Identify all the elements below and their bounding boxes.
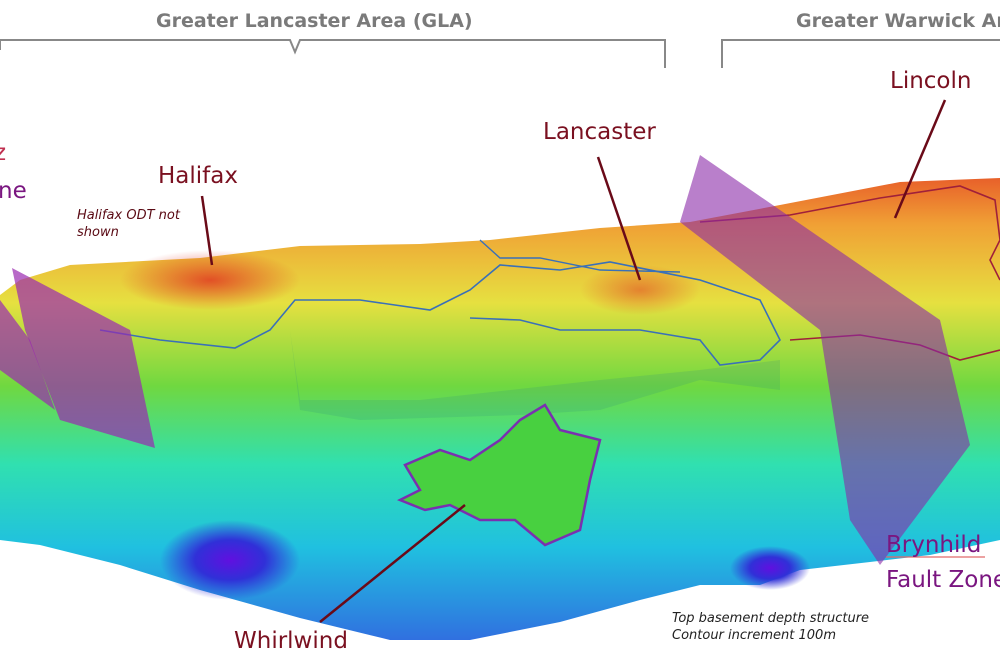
halifax-note-line2: shown (77, 225, 119, 240)
halifax-high (120, 250, 300, 310)
lancaster-label: Lancaster (543, 119, 656, 145)
fault-plane-brynhild (680, 155, 970, 565)
halifax-note: Halifax ODT not shown (77, 207, 180, 241)
deep-basin-east (730, 546, 810, 590)
fault-plane-west-2 (0, 300, 55, 410)
caption-line1: Top basement depth structure (672, 611, 870, 626)
halifax-note-line1: Halifax ODT not (77, 208, 180, 223)
whirlwind-closure (396, 403, 602, 547)
caption-line2: Contour increment 100m (672, 628, 836, 643)
whirlwind-label: Whirlwind (234, 628, 348, 654)
lancaster-leader (596, 156, 642, 281)
lancaster-high (580, 265, 700, 315)
whirlwind-leader (319, 504, 466, 623)
halifax-leader (200, 195, 214, 266)
gwa-header: Greater Warwick Area (796, 10, 1000, 32)
fault-plane-west-1 (12, 268, 155, 448)
gwa-bracket (721, 39, 1000, 68)
contour-line (99, 261, 781, 366)
brynhild-label-line2: Fault Zone (886, 567, 1000, 593)
lincoln-label: Lincoln (890, 68, 972, 94)
gla-header: Greater Lancaster Area (GLA) (156, 10, 473, 32)
lincoln-leader (893, 99, 947, 219)
halifax-label: Halifax (158, 163, 238, 189)
deep-basin-west (160, 520, 300, 600)
left-cut-label-line2: ne (0, 178, 27, 204)
brynhild-label-line1: Brynhild (886, 532, 982, 558)
left-cut-label-line1: z (0, 140, 7, 166)
caption: Top basement depth structure Contour inc… (672, 610, 869, 644)
contour-line-2 (479, 239, 681, 273)
gla-bracket (0, 39, 666, 68)
terrace-shadow (290, 330, 780, 420)
